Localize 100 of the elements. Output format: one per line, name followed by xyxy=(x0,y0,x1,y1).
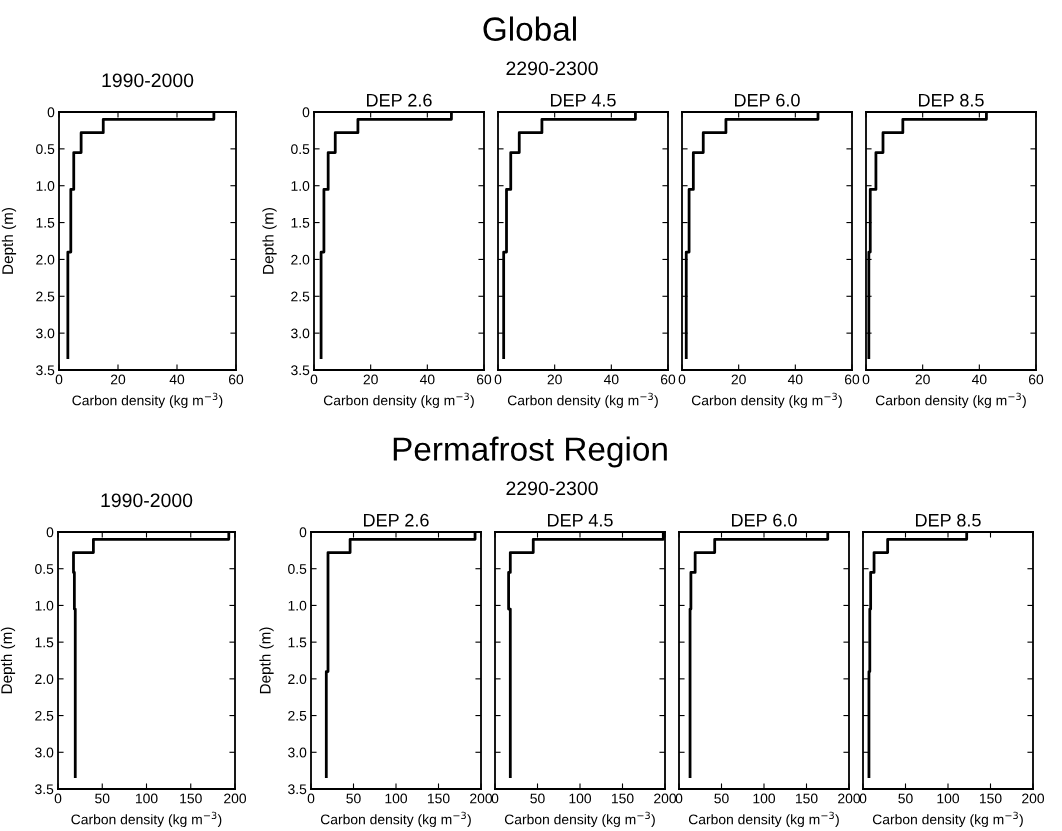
y-tick-label: 0.5 xyxy=(35,564,54,574)
y-axis-title: Depth (m) xyxy=(0,627,16,694)
y-tick-label: 2.5 xyxy=(288,710,307,721)
x-tick-label: 200 xyxy=(470,793,493,804)
x-tick-label: 0 xyxy=(54,793,62,804)
chart-title: DEP 8.5 xyxy=(916,513,981,527)
chart-title: DEP 6.0 xyxy=(735,93,800,107)
chart-title: 1990-2000 xyxy=(102,73,194,88)
x-axis-title: Carbon density (kg m$^{−3}$) xyxy=(872,811,1023,828)
y-tick-label: 0 xyxy=(47,107,55,118)
text: Global xyxy=(483,16,576,41)
x-tick-label: 20 xyxy=(915,374,930,385)
x-tick-label: 200 xyxy=(224,793,247,804)
x-tick-label: 60 xyxy=(844,374,860,385)
x-tick-label: 40 xyxy=(971,374,987,385)
x-tick-label: 60 xyxy=(1028,374,1044,385)
y-axis-title: Depth (m) xyxy=(1,207,17,274)
y-tick-label: 2.0 xyxy=(36,254,55,265)
chart-title: DEP 2.6 xyxy=(367,93,432,107)
x-tick-label: 20 xyxy=(110,374,126,385)
chart-title: 1990-2000 xyxy=(101,493,193,508)
y-tick-label: 2.0 xyxy=(291,254,310,265)
chart-title: DEP 4.5 xyxy=(551,94,616,107)
x-tick-label: 100 xyxy=(135,793,158,804)
x-axis-title: Carbon density (kg m$^{−3}$) xyxy=(72,392,223,409)
x-tick-label: 150 xyxy=(611,793,634,804)
y-tick-label: 1.5 xyxy=(36,218,55,228)
x-tick-label: 40 xyxy=(787,374,803,385)
y-tick-label: 3.0 xyxy=(36,328,55,339)
x-tick-label: 60 xyxy=(476,374,492,385)
y-tick-label: 1.5 xyxy=(288,637,307,648)
x-axis-title: Carbon density (kg m$^{−3}$) xyxy=(323,392,474,409)
text: 2290-2300 xyxy=(506,61,598,76)
y-tick-label: 2.5 xyxy=(36,291,55,302)
y-tick-label: 2.5 xyxy=(291,291,310,302)
x-tick-label: 0 xyxy=(55,374,63,385)
y-tick-label: 1.0 xyxy=(35,600,54,611)
x-tick-label: 60 xyxy=(228,374,244,385)
x-axis-title: Carbon density (kg m$^{−3}$) xyxy=(507,392,658,409)
x-tick-label: 50 xyxy=(530,793,545,804)
x-tick-label: 50 xyxy=(898,793,913,804)
y-tick-label: 1.5 xyxy=(35,637,54,648)
x-tick-label: 50 xyxy=(95,793,110,804)
x-tick-label: 100 xyxy=(385,793,408,804)
x-tick-label: 0 xyxy=(678,374,686,385)
x-tick-label: 150 xyxy=(795,793,818,804)
x-tick-label: 100 xyxy=(753,793,776,804)
y-tick-label: 0.5 xyxy=(36,144,55,155)
x-tick-label: 100 xyxy=(937,793,960,804)
y-tick-label: 3.0 xyxy=(291,328,310,339)
y-axis-title: Depth (m) xyxy=(262,207,277,274)
x-tick-label: 200 xyxy=(838,793,861,804)
x-tick-label: 150 xyxy=(427,793,450,804)
x-axis-title: Carbon density (kg m$^{−3}$) xyxy=(320,811,471,828)
x-axis-title: Carbon density (kg m$^{−3}$) xyxy=(688,811,839,828)
y-tick-label: 0 xyxy=(302,107,310,118)
text: Permafrost Region xyxy=(393,436,667,468)
x-tick-label: 50 xyxy=(714,793,729,804)
y-axis-title: Depth (m) xyxy=(259,627,274,694)
y-tick-label: 3.5 xyxy=(291,365,310,376)
y-tick-label: 0.5 xyxy=(288,564,307,574)
text: 2290-2300 xyxy=(506,481,598,496)
x-tick-label: 100 xyxy=(569,793,592,804)
y-tick-label: 1.0 xyxy=(36,181,55,191)
x-axis-title: Carbon density (kg m$^{−3}$) xyxy=(875,392,1026,409)
y-tick-label: 1.5 xyxy=(291,218,310,228)
y-tick-label: 3.5 xyxy=(35,784,54,795)
x-tick-label: 50 xyxy=(346,793,361,804)
y-tick-label: 3.0 xyxy=(35,747,54,758)
y-tick-label: 0 xyxy=(46,527,54,538)
x-tick-label: 200 xyxy=(654,793,677,804)
y-tick-label: 1.0 xyxy=(288,600,307,611)
y-tick-label: 1.0 xyxy=(291,181,310,191)
y-tick-label: 3.5 xyxy=(288,784,307,795)
chart-title: DEP 2.6 xyxy=(364,513,429,527)
y-tick-label: 2.5 xyxy=(35,710,54,721)
chart-title: DEP 4.5 xyxy=(548,514,613,527)
x-axis-title: Carbon density (kg m$^{−3}$) xyxy=(504,811,655,828)
chart-title: DEP 6.0 xyxy=(732,513,797,527)
y-tick-label: 2.0 xyxy=(288,674,307,685)
y-tick-label: 2.0 xyxy=(35,674,54,685)
x-tick-label: 0 xyxy=(310,374,318,385)
x-tick-label: 200 xyxy=(1022,793,1045,804)
x-tick-label: 0 xyxy=(862,374,870,385)
x-tick-label: 20 xyxy=(731,374,746,385)
x-tick-label: 0 xyxy=(491,793,499,804)
x-tick-label: 150 xyxy=(180,793,202,804)
x-tick-label: 60 xyxy=(660,374,676,385)
x-axis-title: Carbon density (kg m$^{−3}$) xyxy=(71,811,222,828)
x-axis-title: Carbon density (kg m$^{−3}$) xyxy=(691,392,842,409)
y-tick-label: 0 xyxy=(299,527,307,538)
chart-title: DEP 8.5 xyxy=(919,93,984,107)
x-tick-label: 40 xyxy=(603,374,619,385)
x-tick-label: 40 xyxy=(169,374,185,385)
x-tick-label: 0 xyxy=(859,793,867,804)
y-tick-label: 3.0 xyxy=(288,747,307,758)
y-tick-label: 3.5 xyxy=(36,365,55,376)
x-tick-label: 40 xyxy=(419,374,435,385)
x-tick-label: 0 xyxy=(675,793,683,804)
y-tick-label: 0.5 xyxy=(291,144,310,155)
